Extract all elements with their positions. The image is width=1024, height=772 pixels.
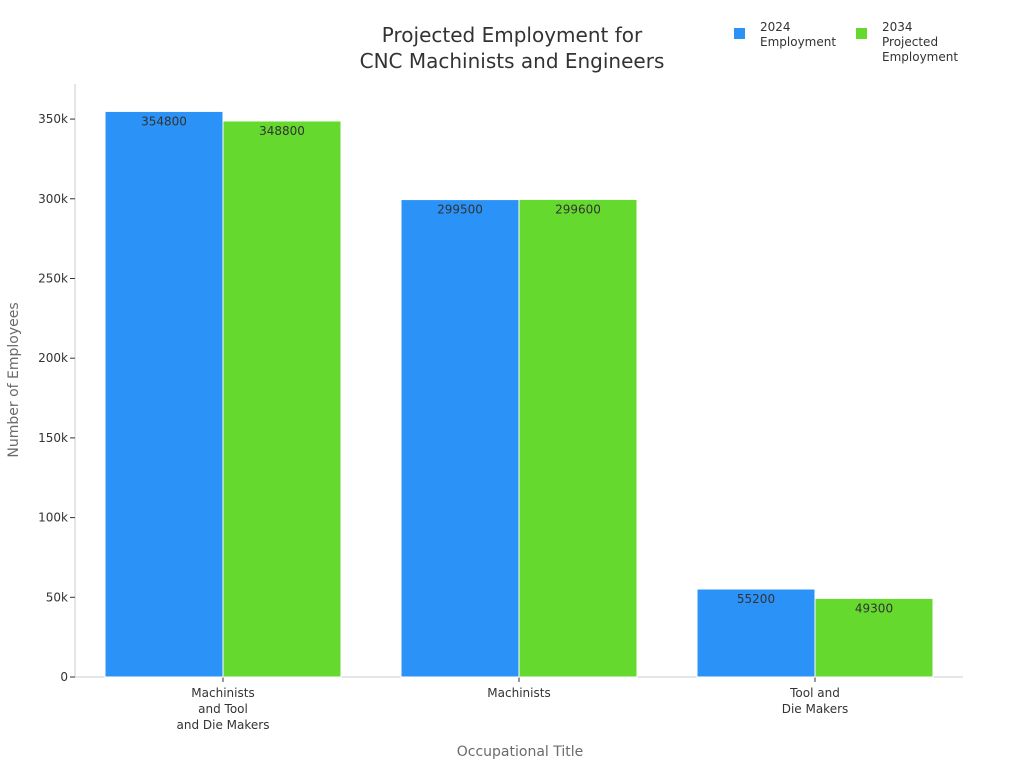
y-tick-label: 250k — [38, 271, 68, 285]
bar — [104, 110, 224, 678]
legend-swatch — [856, 28, 867, 39]
bar — [222, 120, 342, 678]
y-axis: 0 50k 100k 150k 200k 250k 300k 350k — [38, 84, 76, 684]
x-category-label: Die Makers — [782, 702, 849, 716]
x-category-label: Machinists — [487, 686, 550, 700]
bar-value-label: 354800 — [141, 114, 187, 128]
bar-value-label: 299600 — [555, 202, 601, 216]
y-tick-label: 300k — [38, 192, 68, 206]
bar — [400, 199, 520, 678]
bar-value-labels: 354800 348800 299500 299600 55200 49300 — [141, 114, 893, 615]
y-tick-label: 0 — [60, 670, 68, 684]
x-category-label: Machinists — [191, 686, 254, 700]
chart-title-line: Projected Employment for — [382, 23, 643, 47]
bar-value-label: 49300 — [855, 601, 893, 615]
x-axis-title: Occupational Title — [457, 744, 584, 760]
x-category-label: and Die Makers — [177, 718, 270, 732]
legend-label: 2034 — [882, 20, 913, 34]
bar — [814, 597, 934, 678]
chart-title-line: CNC Machinists and Engineers — [360, 49, 665, 73]
y-tick-label: 200k — [38, 351, 68, 365]
legend-label: Projected — [882, 35, 938, 49]
legend-swatch — [734, 28, 745, 39]
bar — [518, 198, 638, 678]
x-axis: Machinists and Tool and Die Makers Machinis… — [75, 676, 963, 732]
y-tick-label: 50k — [46, 590, 68, 604]
bar-value-label: 348800 — [259, 124, 305, 138]
bar-value-label: 299500 — [437, 203, 483, 217]
bars — [104, 110, 934, 678]
x-category-label: Tool and — [789, 686, 840, 700]
y-axis-title: Number of Employees — [6, 302, 22, 457]
legend-label: 2024 — [760, 20, 791, 34]
bar-value-label: 55200 — [737, 592, 775, 606]
y-tick-label: 100k — [38, 511, 68, 525]
bar — [696, 588, 816, 678]
x-category-label: and Tool — [198, 702, 248, 716]
y-tick-label: 350k — [38, 112, 68, 126]
legend-label: Employment — [760, 35, 836, 49]
legend-label: Employment — [882, 50, 958, 64]
y-tick-label: 150k — [38, 431, 68, 445]
